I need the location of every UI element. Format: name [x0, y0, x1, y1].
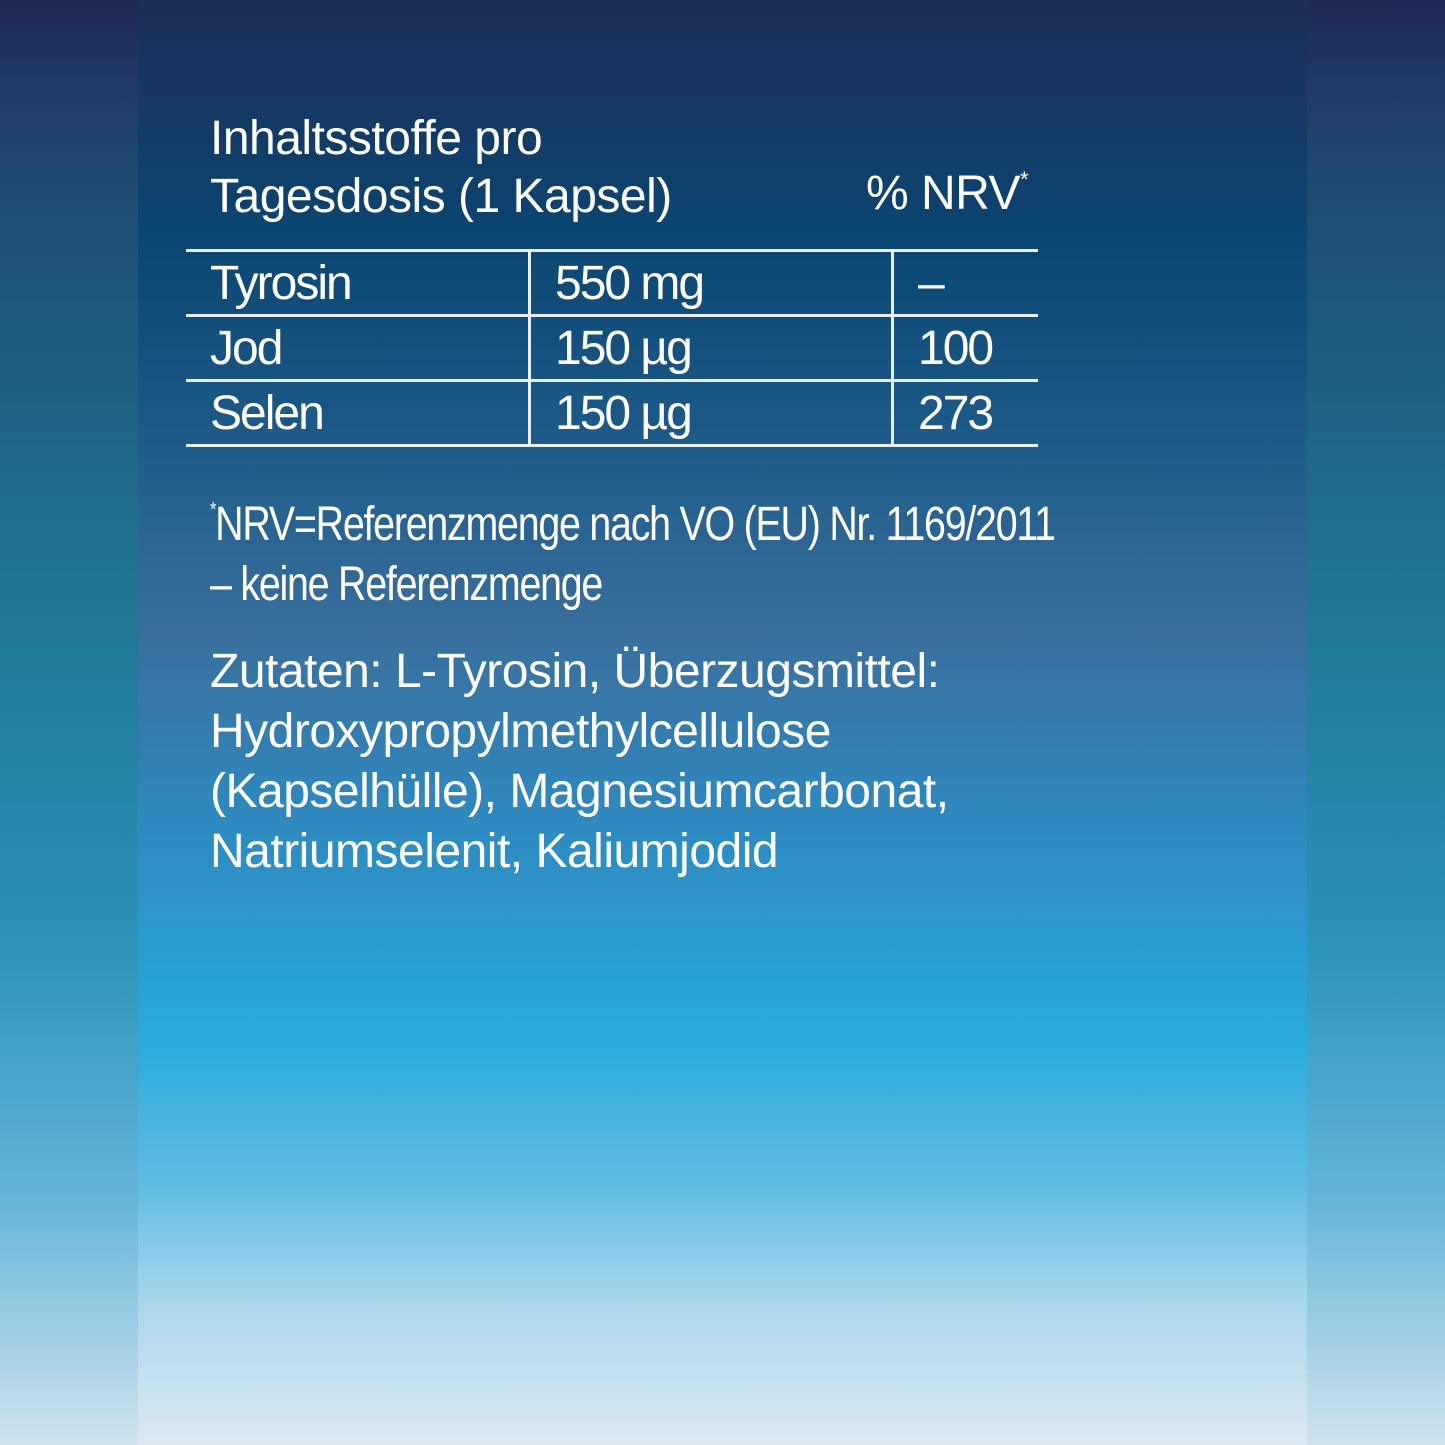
- nutrient-name: Tyrosin: [186, 249, 530, 317]
- ingredients-line: Natriumselenit, Kaliumjodid: [210, 825, 779, 878]
- table-row: Jod 150 µg 100: [186, 314, 1038, 382]
- ingredients-line: Hydroxypropylmethylcellulose: [210, 705, 831, 758]
- nrv-header: % NRV*: [866, 166, 1029, 221]
- nutrient-name: Selen: [186, 379, 530, 447]
- nrv-asterisk: *: [1020, 167, 1029, 192]
- nutrient-name: Jod: [186, 314, 530, 382]
- nrv-label: % NRV: [866, 167, 1021, 220]
- table-row: Tyrosin 550 mg –: [186, 249, 1038, 317]
- title-line-1: Inhaltsstoffe pro: [210, 112, 543, 165]
- ingredients-line: (Kapselhülle), Magnesiumcarbonat,: [210, 765, 949, 818]
- footnote-asterisk: *: [210, 499, 216, 521]
- title-line-2: Tagesdosis (1 Kapsel): [210, 170, 672, 223]
- nutrient-amount: 150 µg: [528, 314, 893, 382]
- footnote-text: NRV=Referenzmenge nach VO (EU) Nr. 1169/…: [215, 498, 1056, 551]
- footnote-line-2: – keine Referenzmenge: [210, 558, 603, 611]
- table-row: Selen 150 µg 273: [186, 379, 1038, 447]
- ingredients-line: Zutaten: L-Tyrosin, Überzugsmittel:: [210, 645, 940, 698]
- footnote-line-1: *NRV=Referenzmenge nach VO (EU) Nr. 1169…: [210, 480, 1056, 555]
- nutrient-table: Tyrosin 550 mg – Jod 150 µg 100 Selen 150 µg 2…: [186, 249, 1038, 447]
- nutrient-amount: 150 µg: [528, 379, 893, 447]
- nutrient-nrv: 100: [891, 314, 1038, 382]
- nutrient-nrv: 273: [891, 379, 1038, 447]
- table-title: Inhaltsstoffe pro Tagesdosis (1 Kapsel): [210, 110, 672, 226]
- ingredients: Zutaten: L-Tyrosin, Überzugsmittel: Hydr…: [210, 642, 949, 882]
- nutrient-amount: 550 mg: [528, 249, 893, 317]
- footnote: *NRV=Referenzmenge nach VO (EU) Nr. 1169…: [210, 480, 1056, 615]
- nutrient-nrv: –: [891, 249, 1038, 317]
- label-panel: [138, 0, 1307, 1445]
